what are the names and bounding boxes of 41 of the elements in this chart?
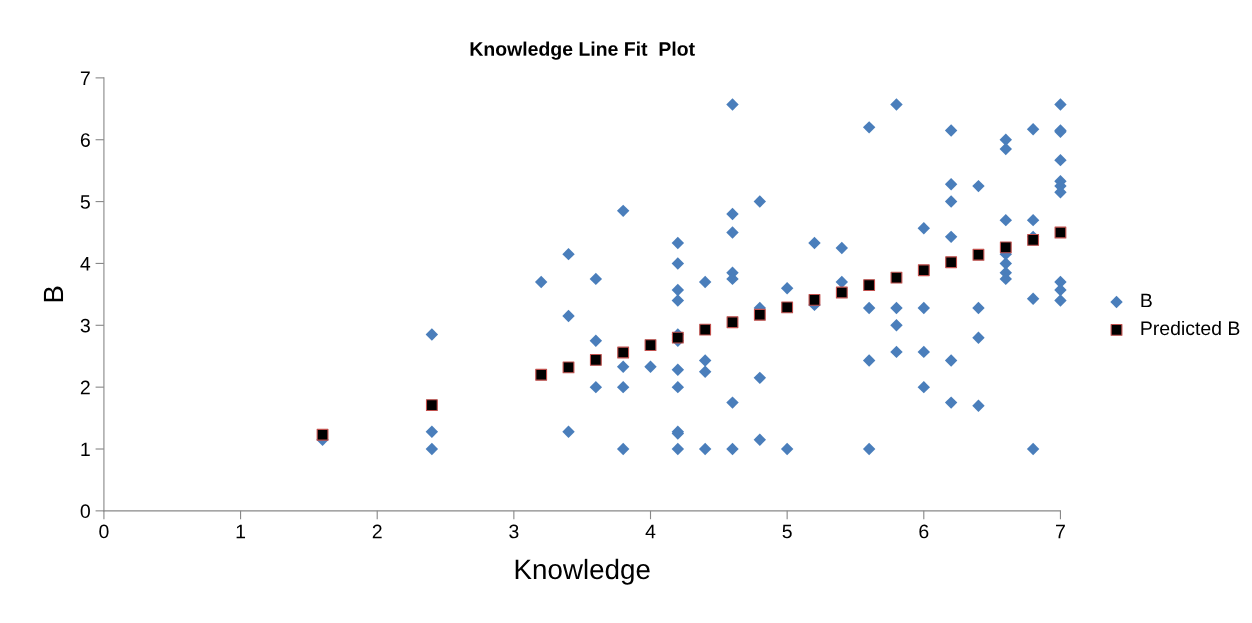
point (425, 399, 438, 412)
point (999, 241, 1012, 254)
point (753, 308, 766, 321)
x-tick-label: 2 (372, 524, 382, 539)
point (699, 323, 712, 336)
x-tick-label: 3 (509, 524, 519, 539)
x-axis-title: Knowledge (515, 558, 650, 585)
y-axis-title: B (43, 286, 64, 302)
y-tick-label: 3 (80, 318, 90, 333)
point (863, 279, 876, 292)
point (589, 353, 602, 366)
point (726, 316, 739, 329)
legend-label: Predicted B (1141, 320, 1240, 336)
point (917, 264, 930, 277)
legend-label: B (1141, 293, 1152, 308)
x-tick-label: 5 (782, 524, 792, 539)
point (835, 286, 848, 299)
y-tick-label: 4 (80, 257, 91, 271)
point (617, 346, 630, 359)
x-tick-label: 0 (99, 524, 109, 539)
point (316, 428, 329, 441)
y-tick-label: 1 (81, 442, 90, 457)
point (644, 339, 657, 352)
point (562, 361, 575, 374)
x-tick-label: 6 (919, 524, 929, 539)
point (1027, 234, 1040, 246)
x-tick-label: 4 (645, 524, 656, 539)
point (972, 248, 985, 261)
y-tick-label: 6 (80, 133, 90, 147)
point (781, 301, 794, 314)
y-tick-label: 2 (80, 380, 90, 395)
x-tick-label: 7 (1056, 524, 1065, 539)
point (535, 368, 548, 381)
point (808, 294, 821, 306)
point (890, 271, 903, 284)
point (945, 256, 958, 269)
chart-title: Knowledge Line Fit Plot (470, 41, 695, 60)
y-tick-label: 7 (80, 71, 90, 85)
y-tick-label: 0 (80, 504, 90, 519)
x-tick-label: 1 (236, 524, 246, 539)
y-tick-label: 5 (80, 195, 90, 209)
